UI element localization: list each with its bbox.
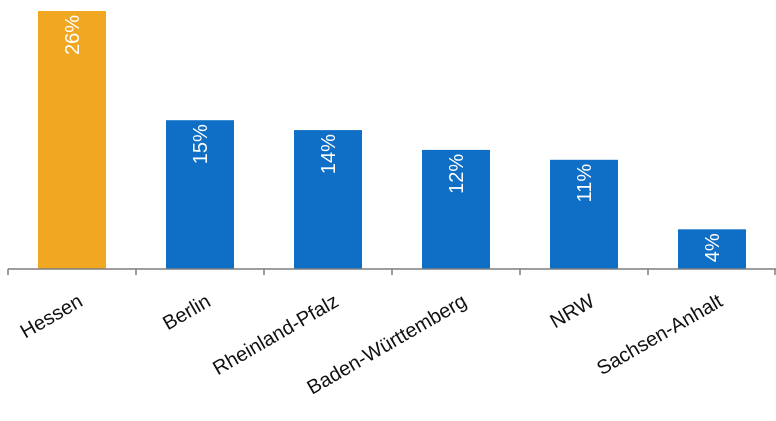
- data-label-berlin: 15%: [190, 124, 212, 164]
- category-label-berlin: Berlin: [159, 290, 214, 335]
- bar-hessen: [38, 11, 106, 269]
- category-label-hessen: Hessen: [17, 290, 87, 343]
- bar-baden-w-rttemberg: [422, 149, 490, 269]
- x-axis: [7, 268, 776, 275]
- category-label-rheinland-pfalz: Rheinland-Pfalz: [209, 290, 342, 380]
- bars-group: [38, 11, 746, 269]
- data-labels-group: 26% 15% 14% 12% 11% 4%: [62, 15, 724, 262]
- category-label-sachsen-anhalt: Sachsen-Anhalt: [593, 290, 727, 380]
- category-labels-group: Hessen BerlinRheinland-PfalzBaden-Württem…: [17, 290, 727, 399]
- data-label-sachsen-anhalt: 4%: [702, 233, 724, 262]
- bar-berlin: [166, 120, 234, 269]
- category-label-nrw: NRW: [546, 290, 598, 333]
- data-label-baden-w-rttemberg: 12%: [446, 154, 468, 194]
- data-label-hessen: 26%: [62, 15, 84, 55]
- bar-rheinland-pfalz: [294, 130, 362, 269]
- bar-sachsen-anhalt: [678, 229, 746, 269]
- data-label-rheinland-pfalz: 14%: [318, 134, 340, 174]
- data-label-nrw: 11%: [574, 164, 596, 203]
- bar-nrw: [550, 159, 618, 269]
